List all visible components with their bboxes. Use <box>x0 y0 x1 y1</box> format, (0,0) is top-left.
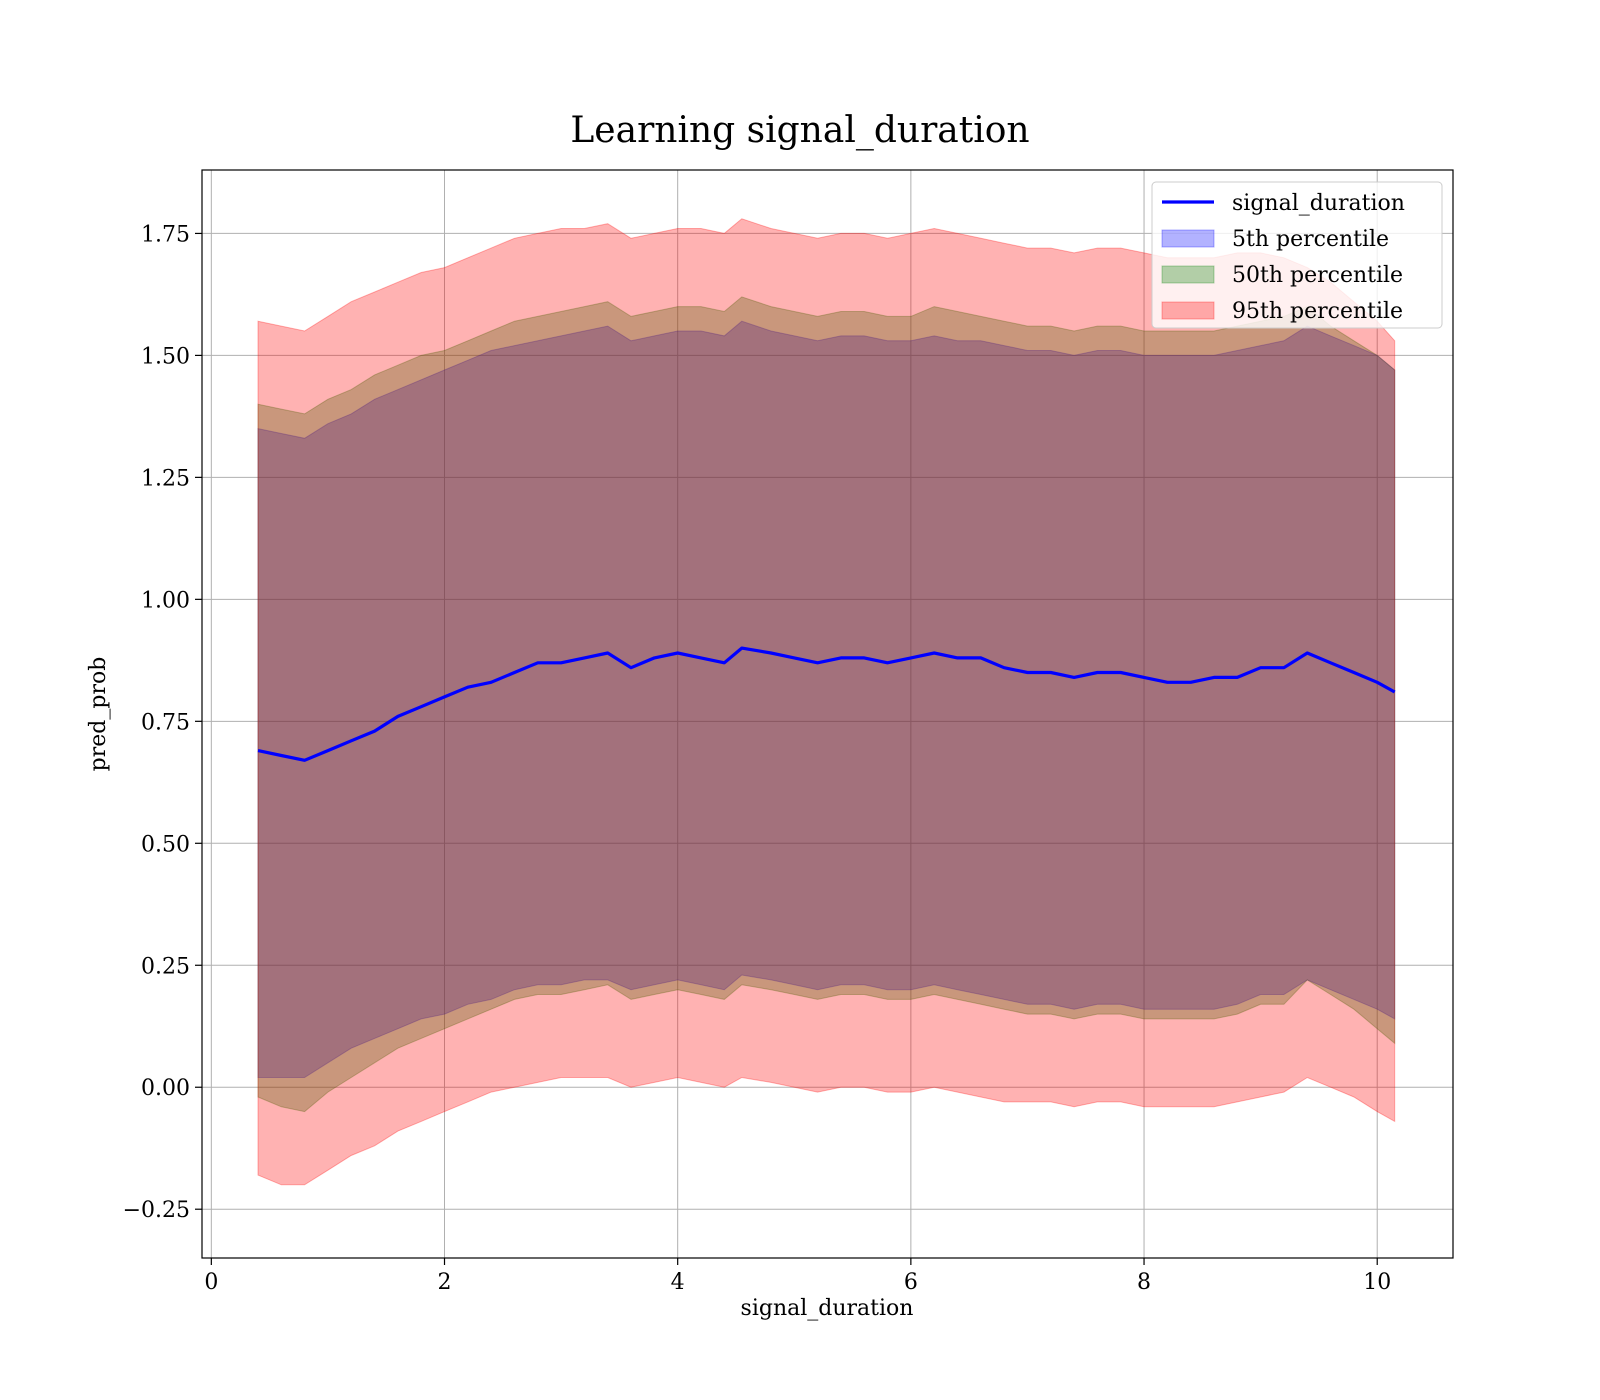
legend-swatch <box>1161 229 1215 248</box>
y-tick-label: −0.25 <box>123 1198 190 1223</box>
axis-ticks: 0 2 4 6 8 10 −0.25 0.00 0.25 0.50 0.75 1.00 1.25 1.50… <box>123 222 1392 1295</box>
line-signal-duration <box>257 646 1396 762</box>
legend-swatch <box>1161 301 1215 320</box>
x-tick-label: 4 <box>671 1270 685 1295</box>
band-95th-percentile <box>257 218 1396 1186</box>
legend-label: signal_duration <box>1232 191 1405 216</box>
legend-label: 5th percentile <box>1232 227 1389 252</box>
y-tick-label: 0.00 <box>141 1076 190 1101</box>
x-tick-label: 0 <box>204 1270 218 1295</box>
legend-box <box>1151 181 1443 329</box>
band-50th-percentile <box>257 296 1396 1113</box>
y-tick-label: 1.25 <box>141 466 190 491</box>
legend-label: 95th percentile <box>1232 299 1403 324</box>
legend: signal_duration 5th percentile 50th percen… <box>1151 181 1443 329</box>
series-lines <box>257 646 1396 762</box>
band-5th-percentile <box>257 320 1396 1078</box>
legend-label: 50th percentile <box>1232 263 1403 288</box>
percentile-bands <box>257 218 1396 1186</box>
legend-swatch <box>1161 265 1215 284</box>
x-tick-label: 2 <box>438 1270 452 1295</box>
x-tick-label: 10 <box>1363 1270 1391 1295</box>
y-tick-label: 1.50 <box>141 344 190 369</box>
x-tick-label: 6 <box>904 1270 918 1295</box>
x-tick-label: 8 <box>1137 1270 1151 1295</box>
y-tick-label: 1.75 <box>141 222 190 247</box>
y-tick-label: 0.25 <box>141 954 190 979</box>
y-tick-label: 0.50 <box>141 832 190 857</box>
y-tick-label: 1.00 <box>141 588 190 613</box>
plot-frame <box>201 169 1454 1259</box>
grid-layer <box>202 170 1453 1258</box>
y-tick-label: 0.75 <box>141 710 190 735</box>
chart-title: Learning signal_duration <box>570 110 1029 151</box>
x-axis-label: signal_duration <box>741 1296 914 1321</box>
y-axis-label: pred_prob <box>86 657 111 772</box>
